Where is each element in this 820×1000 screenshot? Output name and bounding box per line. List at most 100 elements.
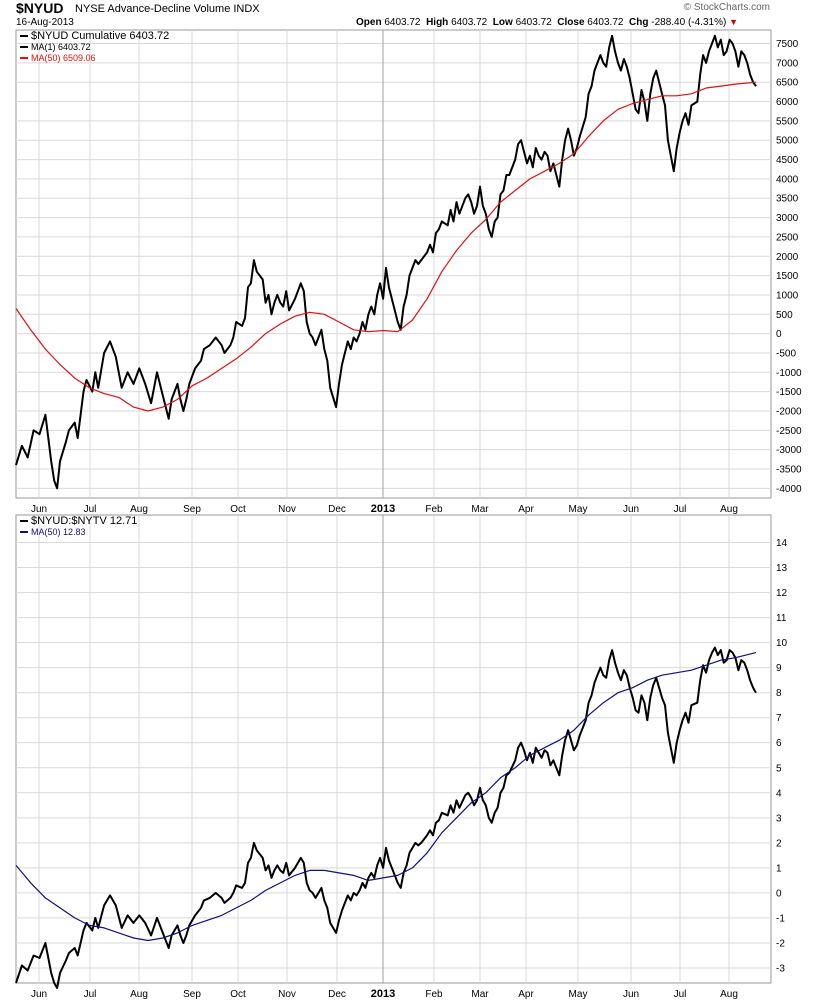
legend-label: MA(50) 12.83 xyxy=(31,527,86,537)
y-tick-label: 7 xyxy=(776,713,782,724)
low-label: Low xyxy=(492,17,513,28)
chart-date: 16-Aug-2013 xyxy=(16,17,74,28)
high-value: 6403.72 xyxy=(451,17,488,28)
y-tick-label: 5500 xyxy=(776,116,799,127)
y-tick-label: 4500 xyxy=(776,155,799,166)
y-tick-label: 2 xyxy=(776,838,782,849)
y-tick-label: 6500 xyxy=(776,78,799,89)
plot-area xyxy=(15,514,772,984)
y-tick-label: 2500 xyxy=(776,232,799,243)
symbol-label: $NYUD xyxy=(16,0,64,16)
legend-label: MA(1) 6403.72 xyxy=(31,42,91,52)
series-line--nyud xyxy=(15,34,757,490)
x-tick-label: Mar xyxy=(471,504,489,515)
y-tick-label: 5 xyxy=(776,763,782,774)
x-tick-label: Aug xyxy=(720,504,738,515)
y-tick-label: -1000 xyxy=(776,368,802,379)
y-tick-label: 0 xyxy=(776,888,782,899)
y-tick-label: 5000 xyxy=(776,136,799,147)
y-tick-label: 3000 xyxy=(776,213,799,224)
x-tick-label: Mar xyxy=(471,989,489,1000)
x-tick-label: Oct xyxy=(230,504,246,515)
y-tick-label: -2000 xyxy=(776,406,802,417)
y-tick-label: 13 xyxy=(776,563,788,574)
x-tick-label: May xyxy=(569,989,588,1000)
series-line--nyud-nytv xyxy=(15,646,757,989)
legend-label: $NYUD:$NYTV 12.71 xyxy=(31,515,137,527)
y-tick-label: -1 xyxy=(776,913,785,924)
chart-panel-1: -4000 -3500 -3000 -2500 -2000 -1500 -1000 -500 0… xyxy=(15,29,802,515)
x-tick-label: Jun xyxy=(31,989,47,1000)
y-tick-label: 500 xyxy=(776,310,793,321)
x-tick-label: Jul xyxy=(84,989,97,1000)
down-arrow-icon: ▼ xyxy=(729,17,738,27)
legend-label: MA(50) 6509.06 xyxy=(31,53,96,63)
close-value: 6403.72 xyxy=(587,17,624,28)
y-tick-label: 0 xyxy=(776,329,782,340)
y-tick-label: -2 xyxy=(776,938,785,949)
y-tick-label: 12 xyxy=(776,588,788,599)
chart-header: $NYUD NYSE Advance-Decline Volume INDX 1… xyxy=(0,0,820,30)
x-tick-label: Feb xyxy=(425,989,443,1000)
series-line-ma-50- xyxy=(15,81,757,412)
y-tick-label: 4 xyxy=(776,788,782,799)
plot-area xyxy=(15,29,772,499)
open-value: 6403.72 xyxy=(384,17,421,28)
x-tick-label: Aug xyxy=(130,989,148,1000)
y-tick-label: 2000 xyxy=(776,252,799,263)
y-tick-label: -3500 xyxy=(776,464,802,475)
y-tick-label: 7000 xyxy=(776,58,799,69)
x-tick-label: Jun xyxy=(31,504,47,515)
x-tick-label: Dec xyxy=(328,989,346,1000)
y-tick-label: 6 xyxy=(776,738,782,749)
symbol-description: NYSE Advance-Decline Volume INDX xyxy=(75,3,260,15)
x-tick-label: Feb xyxy=(425,504,443,515)
close-label: Close xyxy=(557,17,585,28)
y-tick-label: 8 xyxy=(776,688,782,699)
low-value: 6403.72 xyxy=(515,17,552,28)
x-tick-label: 2013 xyxy=(371,988,395,1000)
y-tick-label: 3 xyxy=(776,813,782,824)
x-tick-label: Jul xyxy=(674,989,687,1000)
open-label: Open xyxy=(356,17,382,28)
x-tick-label: Apr xyxy=(518,989,534,1000)
x-tick-label: Jun xyxy=(623,504,639,515)
y-tick-label: 9 xyxy=(776,663,782,674)
chg-label: Chg xyxy=(629,17,649,28)
x-tick-label: Sep xyxy=(183,504,201,515)
x-tick-label: Apr xyxy=(518,504,534,515)
x-tick-label: Aug xyxy=(130,504,148,515)
chg-value: -288.40 (-4.31%) xyxy=(651,17,727,28)
y-tick-label: -2500 xyxy=(776,426,802,437)
ohlc-readout: Open 6403.72 High 6403.72 Low 6403.72 Cl… xyxy=(356,17,738,28)
y-tick-label: 11 xyxy=(776,613,787,624)
x-tick-label: Nov xyxy=(278,504,296,515)
y-tick-label: 14 xyxy=(776,538,788,549)
legend-label: $NYUD Cumulative 6403.72 xyxy=(31,30,169,42)
x-tick-label: Jul xyxy=(674,504,687,515)
y-tick-label: 6000 xyxy=(776,97,799,108)
y-tick-label: 10 xyxy=(776,638,788,649)
x-tick-label: Oct xyxy=(230,989,246,1000)
x-tick-label: Jul xyxy=(84,504,97,515)
brand-watermark: © StockCharts.com xyxy=(683,2,770,13)
x-tick-label: May xyxy=(569,504,588,515)
y-tick-label: -500 xyxy=(776,348,796,359)
y-tick-label: -3 xyxy=(776,963,785,974)
x-tick-label: Nov xyxy=(278,989,296,1000)
x-tick-label: 2013 xyxy=(371,503,395,515)
y-tick-label: 3500 xyxy=(776,194,799,205)
y-tick-label: 1500 xyxy=(776,271,799,282)
x-tick-label: Aug xyxy=(720,989,738,1000)
y-tick-label: 1000 xyxy=(776,290,799,301)
high-label: High xyxy=(426,17,449,28)
y-tick-label: -1500 xyxy=(776,387,802,398)
y-tick-label: -4000 xyxy=(776,484,802,495)
x-tick-label: Sep xyxy=(183,989,201,1000)
series-line-ma-50- xyxy=(15,652,757,942)
y-tick-label: 1 xyxy=(776,863,782,874)
y-tick-label: 4000 xyxy=(776,174,799,185)
x-tick-label: Jun xyxy=(623,989,639,1000)
